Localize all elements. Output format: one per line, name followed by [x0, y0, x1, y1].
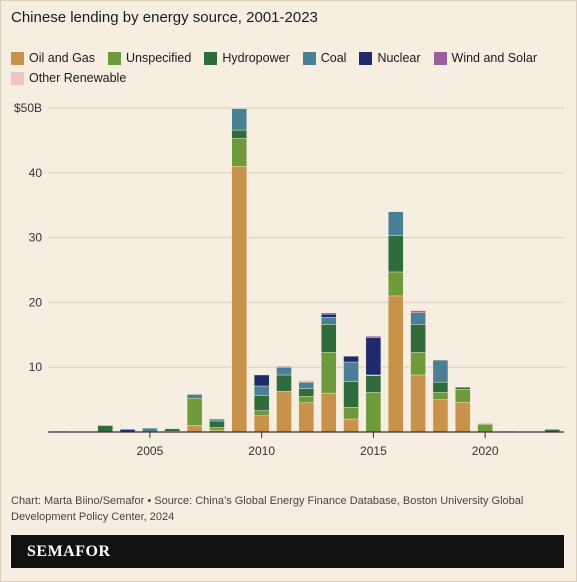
bar-segment [253, 415, 270, 433]
bar-segment [321, 312, 337, 315]
bar-segment [321, 324, 337, 353]
bar-segment [231, 138, 248, 167]
legend-swatch [108, 51, 122, 65]
bar-segment [432, 399, 449, 433]
legend-item-unspecified: Unspecified [108, 50, 191, 66]
bar-segment [410, 309, 426, 312]
bar-segment [276, 390, 292, 433]
legend-item-oil-and-gas: Oil and Gas [11, 50, 95, 66]
legend-swatch [204, 51, 218, 65]
bar-segment [164, 428, 180, 432]
legend-label: Coal [320, 51, 347, 65]
bar-segment [97, 425, 113, 433]
bar-segment [298, 396, 315, 404]
brand-logo: SEMAFOR [27, 542, 111, 560]
bar-segment [253, 395, 270, 411]
legend-item-nuclear: Nuclear [359, 50, 421, 66]
bar-segment [186, 394, 203, 399]
legend-swatch [11, 51, 24, 65]
bar-segment [276, 367, 292, 376]
bar-segment [343, 361, 359, 382]
legend-swatch [359, 51, 373, 65]
bar-segment [209, 418, 225, 422]
bar-segment [298, 379, 315, 383]
bar-segment [365, 392, 382, 433]
legend-item-other-renewable: Other Renewable [11, 70, 126, 86]
bar-segment [343, 355, 359, 363]
bar-segment [388, 235, 404, 273]
bar-segment [253, 410, 270, 416]
bar-segment [343, 407, 359, 420]
legend-label: Nuclear [377, 51, 421, 65]
bar-segment [276, 374, 292, 392]
legend: Oil and Gas Unspecified Hydropower Coal Nucl… [11, 50, 566, 86]
bar-segment [186, 398, 203, 426]
y-tick-label: $50B [14, 101, 42, 115]
legend-label: Hydropower [222, 51, 290, 65]
x-tick-label: 2020 [472, 444, 499, 458]
legend-label: Wind and Solar [451, 51, 537, 65]
bar-segment [365, 337, 382, 376]
bar-segment [410, 352, 426, 376]
legend-swatch [433, 51, 447, 65]
bar-segment [432, 381, 449, 393]
bar-segment [231, 108, 248, 131]
bar-segment [298, 388, 315, 397]
bar-segment [455, 389, 471, 403]
legend-item-hydropower: Hydropower [204, 50, 290, 66]
bar-segment [410, 374, 426, 433]
bar-segment [298, 402, 315, 433]
bar-segment [343, 418, 359, 433]
bar-segment [455, 387, 471, 390]
y-tick-label: 20 [29, 295, 43, 309]
bar-segment [298, 381, 315, 389]
bar-segment [410, 310, 426, 313]
bar-segment [455, 401, 471, 433]
bar-segment [432, 392, 449, 400]
bar-segment [321, 317, 337, 325]
bar-segment [253, 385, 270, 396]
bar-segment [388, 271, 404, 297]
bar-segment [477, 424, 493, 433]
bar-segment [432, 359, 449, 383]
bar-segment [365, 375, 382, 393]
brand-bar: SEMAFOR [11, 535, 564, 568]
x-tick-label: 2005 [137, 444, 164, 458]
bar-segment [477, 423, 493, 425]
bar-segment [253, 374, 270, 387]
bar-segment [365, 335, 382, 338]
chart-plot: 10 20 30 40 $50B 2005 2010 2015 2020 [14, 101, 564, 458]
bar-segment [209, 427, 225, 431]
legend-swatch [302, 51, 316, 65]
source-note: Chart: Marta Biino/Semafor • Source: Chi… [11, 495, 524, 523]
bar-segment [209, 420, 225, 428]
y-tick-label: 40 [29, 166, 43, 180]
y-tick-label: 10 [29, 360, 43, 374]
x-tick-label: 2015 [360, 444, 387, 458]
bar-segment [186, 425, 203, 433]
bar-segment [410, 324, 426, 353]
legend-label: Other Renewable [29, 71, 127, 85]
bar-segment [388, 295, 404, 433]
legend-label: Unspecified [126, 51, 192, 65]
bar-segment [321, 352, 337, 394]
x-tick-label: 2010 [248, 444, 275, 458]
bar-segment [410, 312, 426, 325]
bar-segment [388, 211, 404, 236]
bar-segment [231, 129, 248, 139]
legend-swatch [11, 71, 24, 85]
bar-segment [343, 381, 359, 408]
bar-segment [276, 366, 292, 368]
bar-segment [321, 313, 337, 318]
legend-item-coal: Coal [302, 50, 347, 66]
bar-segment [321, 392, 337, 433]
y-tick-label: 30 [29, 231, 43, 245]
legend-label: Oil and Gas [29, 51, 96, 65]
legend-item-wind-and-solar: Wind and Solar [433, 50, 537, 66]
bar-segment [231, 166, 248, 433]
chart-title: Chinese lending by energy source, 2001-2… [11, 9, 318, 26]
